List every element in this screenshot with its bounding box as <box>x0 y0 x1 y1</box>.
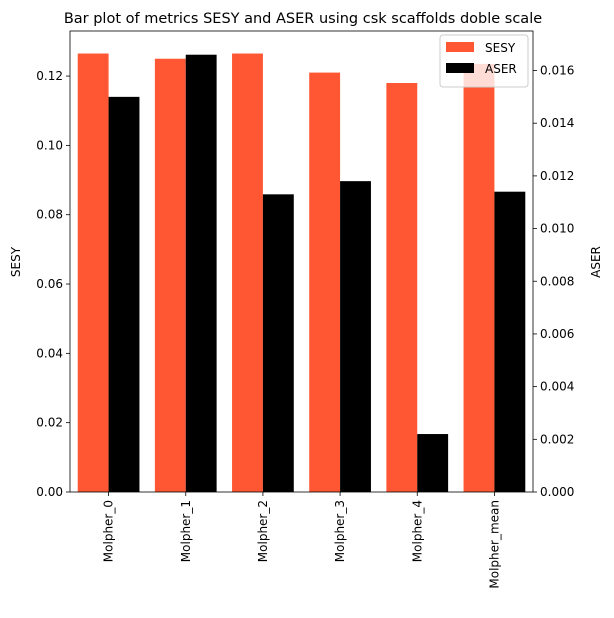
y-left-tick-label: 0.10 <box>36 138 63 152</box>
y-axis-right-label: ASER <box>589 246 603 278</box>
bar-sesy-molpher-mean <box>463 63 495 493</box>
y-right-tick-label: 0.016 <box>540 64 574 78</box>
y-left-tick-label: 0.02 <box>36 416 63 430</box>
axes-layer: Molpher_0 Molpher_1 Molpher_2 Molpher_3 Molp… <box>36 30 574 589</box>
y-left-tick-label: 0.00 <box>36 485 63 499</box>
y-left-tick-label: 0.08 <box>36 208 63 222</box>
bar-sesy-molpher-0 <box>77 53 109 492</box>
bar-sesy-molpher-4 <box>386 82 418 493</box>
x-tick-label-molpher-4: Molpher_4 <box>410 500 424 562</box>
bar-aser-molpher-4 <box>417 434 449 492</box>
bar-aser-molpher-mean <box>494 191 526 492</box>
bars-layer <box>77 53 526 493</box>
bar-aser-molpher-0 <box>108 96 140 493</box>
y-right-tick-label: 0.012 <box>540 169 574 183</box>
y-right-tick-label: 0.014 <box>540 116 574 130</box>
bar-sesy-molpher-1 <box>154 58 186 492</box>
y-axis-left-label: SESY <box>9 246 23 277</box>
y-left-tick-label: 0.04 <box>36 346 63 360</box>
bar-aser-molpher-3 <box>340 181 371 492</box>
x-tick-label-molpher-1: Molpher_1 <box>179 500 193 562</box>
x-tick-label-molpher-2: Molpher_2 <box>256 500 270 562</box>
x-tick-label-molpher-mean: Molpher_mean <box>487 500 501 589</box>
chart-title: Bar plot of metrics SESY and ASER using … <box>64 11 542 27</box>
legend-label-aser: ASER <box>485 62 517 76</box>
y-right-tick-label: 0.010 <box>540 222 574 236</box>
y-right-tick-label: 0.000 <box>540 485 574 499</box>
y-right-tick-label: 0.008 <box>540 274 574 288</box>
plot-frame <box>69 30 534 493</box>
x-tick-label-molpher-3: Molpher_3 <box>333 500 347 562</box>
legend-label-sesy: SESY <box>485 41 516 55</box>
legend-swatch-aser <box>446 63 474 73</box>
y-left-tick-label: 0.06 <box>36 277 63 291</box>
y-right-tick-label: 0.006 <box>540 327 574 341</box>
y-right-tick-label: 0.004 <box>540 380 574 394</box>
y-left-tick-label: 0.12 <box>36 69 63 83</box>
legend-swatch-sesy <box>446 42 474 52</box>
bar-sesy-molpher-2 <box>232 53 263 492</box>
legend: SESY ASER <box>439 34 529 88</box>
bar-sesy-molpher-3 <box>309 72 341 492</box>
bar-aser-molpher-1 <box>185 54 217 493</box>
x-tick-label-molpher-0: Molpher_0 <box>102 500 116 562</box>
bar-aser-molpher-2 <box>262 194 294 492</box>
y-right-tick-label: 0.002 <box>540 432 574 446</box>
